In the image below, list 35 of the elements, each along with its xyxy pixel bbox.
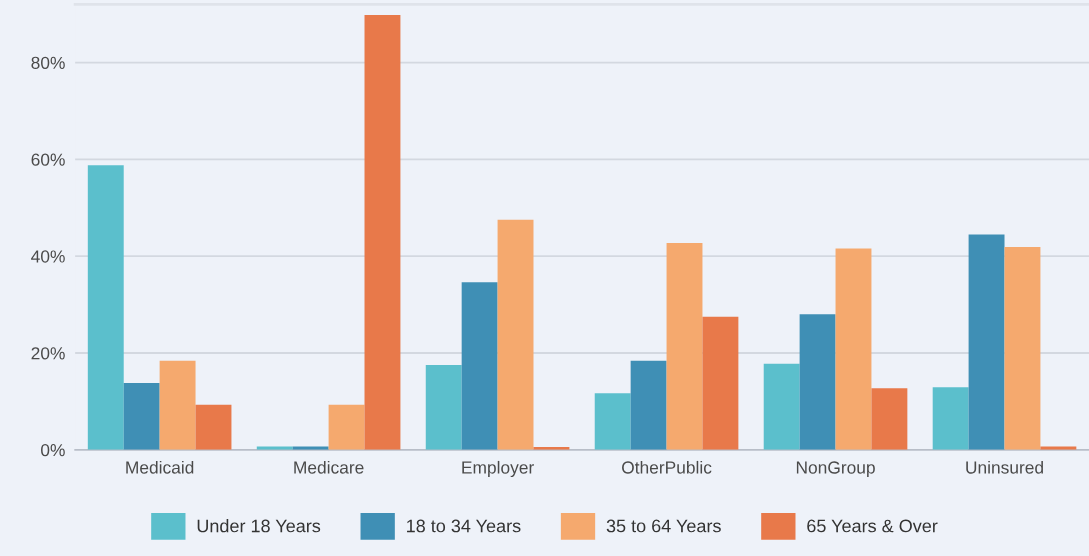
bar bbox=[702, 316, 739, 450]
x-tick-label: Medicaid bbox=[126, 460, 194, 474]
bar bbox=[594, 393, 631, 450]
legend-label: 65 Years & Over bbox=[807, 519, 938, 533]
y-tick-label: 0% bbox=[41, 443, 65, 457]
bar bbox=[871, 388, 908, 450]
y-tick-label: 40% bbox=[31, 250, 65, 263]
bar bbox=[159, 360, 196, 450]
bar bbox=[123, 383, 160, 450]
bar bbox=[666, 243, 703, 450]
bar bbox=[497, 219, 534, 450]
legend-label: 35 to 64 Years bbox=[606, 519, 721, 533]
bar bbox=[364, 15, 401, 450]
bar bbox=[835, 248, 872, 450]
y-tick-label: 20% bbox=[31, 347, 65, 360]
bar bbox=[763, 363, 800, 450]
bar bbox=[461, 282, 498, 450]
x-tick-label: Employer bbox=[462, 460, 534, 478]
y-tick-label: 80% bbox=[31, 56, 65, 69]
bar bbox=[87, 165, 124, 450]
bar bbox=[1004, 246, 1041, 450]
bar bbox=[195, 404, 232, 450]
legend-label: Under 18 Years bbox=[197, 519, 321, 533]
legend-label: 18 to 34 Years bbox=[407, 519, 521, 533]
y-tick-label: 60% bbox=[31, 153, 65, 166]
bar bbox=[932, 387, 969, 450]
x-tick-label: NonGroup bbox=[796, 461, 875, 478]
bar bbox=[425, 365, 462, 450]
bar bbox=[968, 234, 1005, 450]
x-tick-label: OtherPublic bbox=[622, 460, 712, 474]
x-tick-label: Medicare bbox=[294, 460, 364, 474]
bar bbox=[799, 314, 836, 450]
x-tick-label: Uninsured bbox=[966, 460, 1043, 474]
bar bbox=[328, 404, 365, 450]
bar bbox=[630, 360, 667, 450]
